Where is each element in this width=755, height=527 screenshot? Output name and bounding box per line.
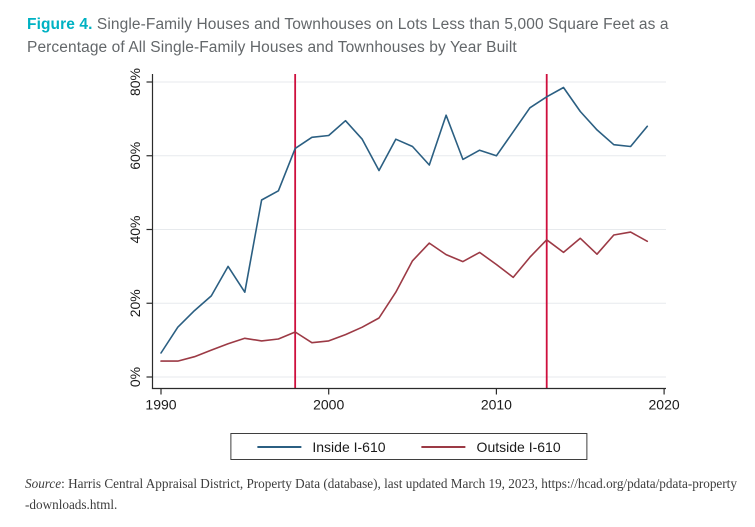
- y-tick-label: 80%: [127, 68, 143, 96]
- y-tick-label: 20%: [127, 289, 143, 317]
- figure-title-text: Single-Family Houses and Townhouses on L…: [27, 16, 669, 57]
- x-tick-label: 1990: [145, 397, 176, 413]
- series-line-inside-i-610: [160, 86, 649, 354]
- legend-label-inside: Inside I-610: [312, 438, 386, 455]
- legend-label-outside: Outside I-610: [476, 438, 561, 455]
- x-tick-label: 2020: [649, 397, 680, 413]
- outside-line-swatch: [421, 445, 466, 448]
- chart-legend: Inside I-610 Outside I-610: [230, 433, 588, 460]
- y-tick-label: 40%: [127, 215, 143, 243]
- inside-line-swatch: [257, 445, 302, 448]
- source-note: Source: Harris Central Appraisal Distric…: [25, 473, 741, 515]
- figure-label: Figure 4.: [27, 16, 93, 33]
- x-tick-label: 2000: [313, 397, 344, 413]
- y-tick-label: 0%: [127, 367, 143, 387]
- legend-item-inside: Inside I-610: [257, 438, 386, 455]
- x-tick-label: 2010: [481, 397, 512, 413]
- figure-title: Figure 4. Single-Family Houses and Townh…: [27, 13, 739, 60]
- line-chart: 0% 20% 40% 60% 80% 1990 2000 2010 2020: [127, 68, 680, 413]
- source-text: : Harris Central Appraisal District, Pro…: [61, 476, 737, 491]
- y-tick-label: 60%: [127, 142, 143, 170]
- source-word: Source: [25, 476, 62, 491]
- legend-item-outside: Outside I-610: [421, 438, 561, 455]
- source-text-line2: -downloads.html.: [25, 497, 118, 513]
- series-line-outside-i-610: [160, 231, 649, 362]
